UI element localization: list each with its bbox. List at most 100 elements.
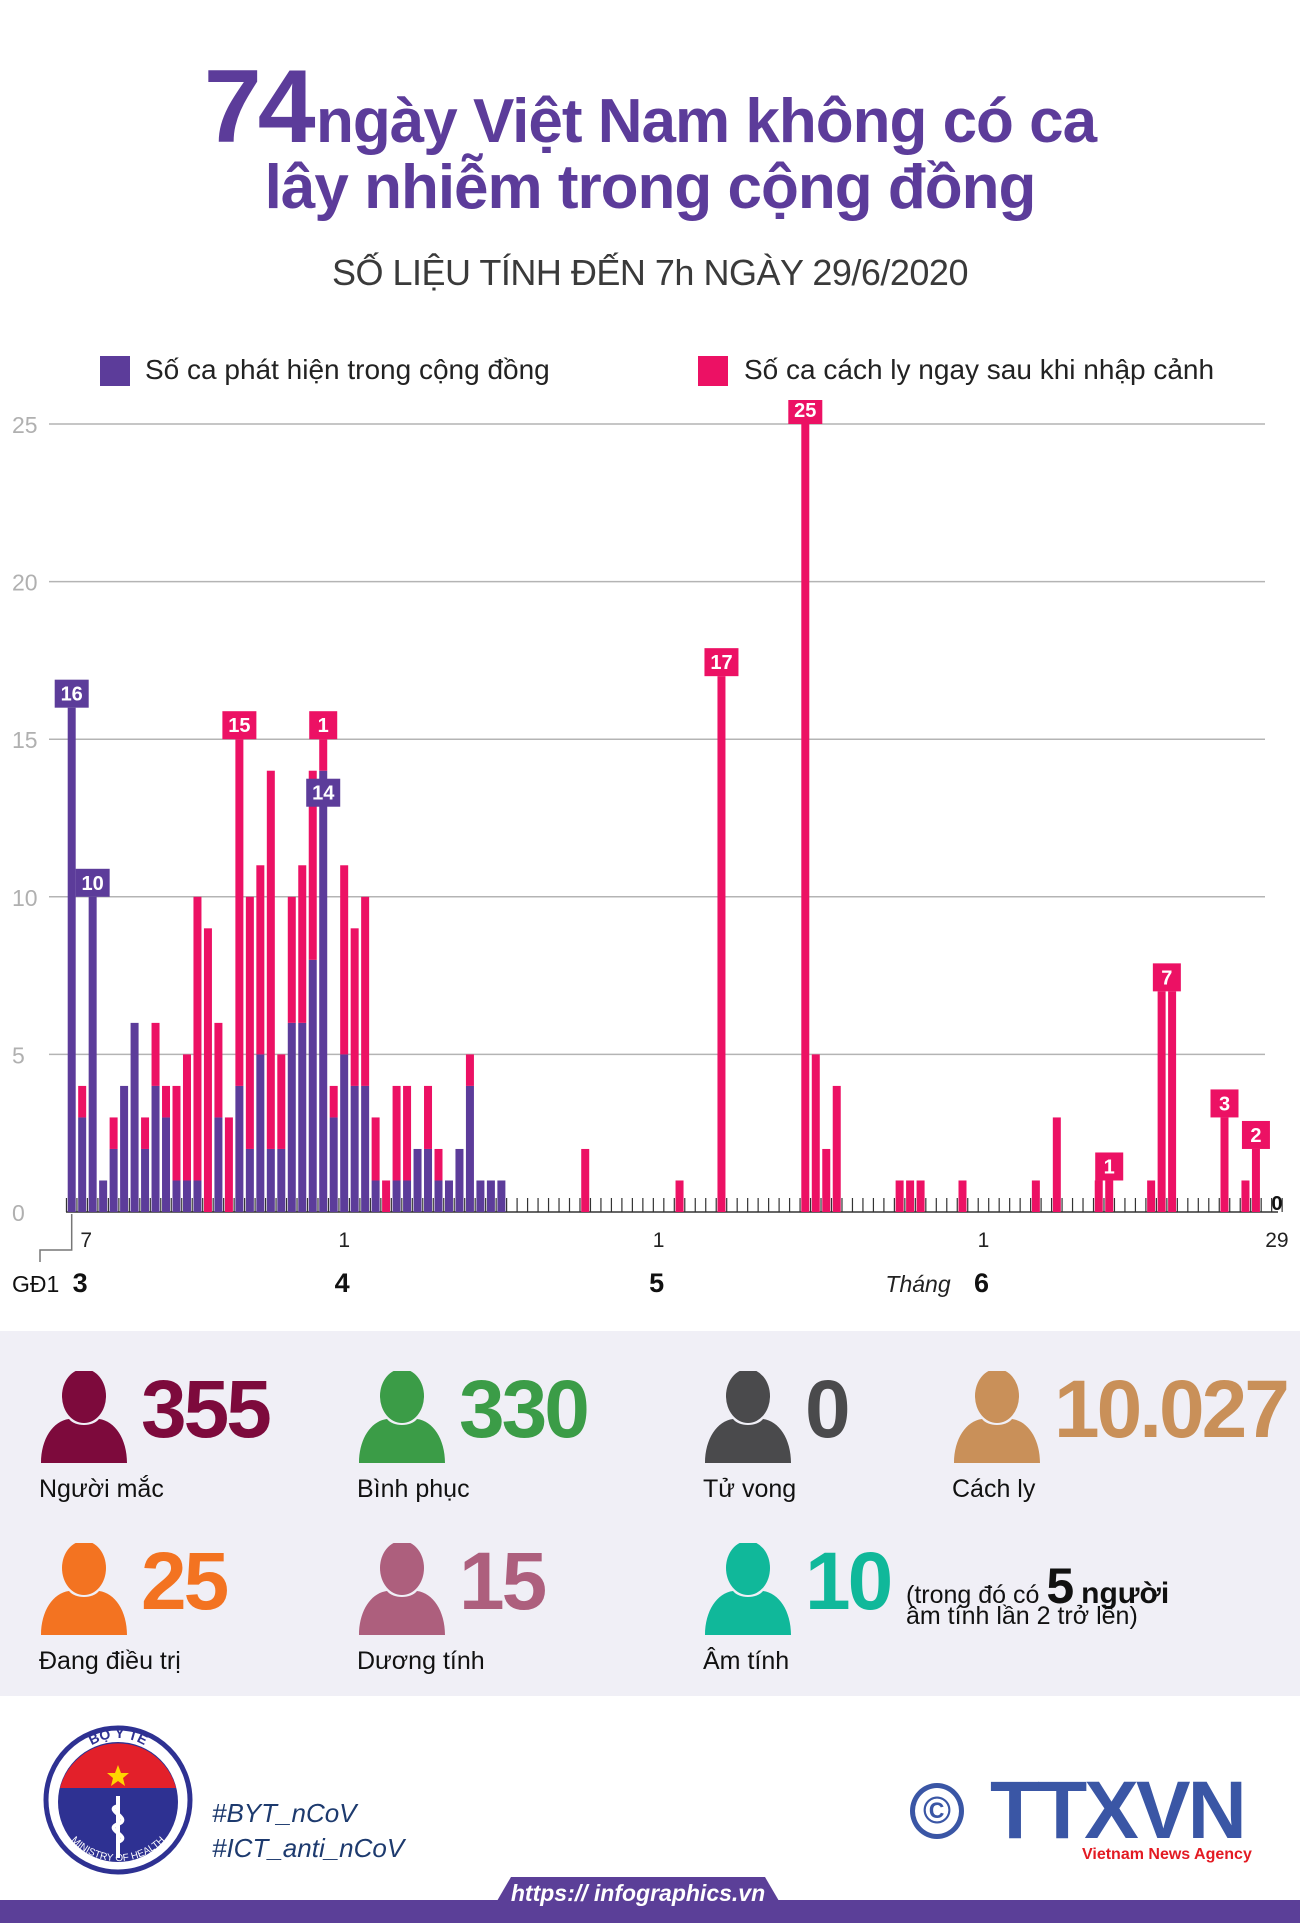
bar-quarantine (1105, 1180, 1114, 1212)
bar-quarantine (403, 1085, 412, 1181)
data-label: 16 (61, 684, 83, 706)
stat-value: 10 (805, 1536, 893, 1627)
x-tick-label: 1 (978, 1229, 990, 1252)
bar-quarantine (832, 1085, 841, 1212)
bar-quarantine (109, 1117, 118, 1149)
bar-community (350, 1085, 359, 1212)
data-label-box (704, 648, 739, 677)
bar-community (329, 1117, 338, 1212)
bar-community (308, 959, 317, 1212)
bar-community (361, 1085, 370, 1212)
bar-quarantine (182, 1054, 191, 1181)
bar-quarantine (193, 896, 202, 1181)
bar-community (434, 1180, 443, 1212)
bar-community (193, 1180, 202, 1212)
y-tick-label: 0 (12, 1200, 25, 1226)
x-tick-label: 7 (80, 1229, 92, 1252)
bar-community (403, 1180, 412, 1212)
bar-community (413, 1148, 422, 1212)
x-tick-label: 1 (338, 1229, 350, 1252)
data-label-box (1241, 1120, 1270, 1149)
data-label: 1 (318, 715, 329, 737)
bar-quarantine (895, 1180, 904, 1212)
bar-community (235, 1085, 244, 1212)
stat-value: 330 (459, 1364, 590, 1455)
bar-community (67, 707, 76, 1212)
bar-quarantine (1157, 991, 1166, 1212)
bottom-bar (0, 1900, 1300, 1923)
bar-community (371, 1180, 380, 1212)
note-prefix: (trong đó có (906, 1581, 1040, 1609)
hashtag-byt: #BYT_nCoV (212, 1798, 357, 1828)
bar-quarantine (1094, 1180, 1103, 1212)
bar-quarantine (1220, 1117, 1229, 1212)
data-label-box (309, 711, 338, 740)
bar-community (162, 1117, 171, 1212)
bar-quarantine (361, 896, 370, 1086)
legend-label-community: Số ca phát hiện trong cộng đồng (145, 354, 550, 385)
stat-label: Bình phục (357, 1475, 470, 1503)
bar-community (120, 1085, 129, 1212)
data-label: 1 (1104, 1156, 1115, 1178)
bar-quarantine (287, 896, 296, 1023)
stat-value: 0 (805, 1364, 851, 1455)
data-label-box (75, 868, 110, 897)
person-icon (41, 1543, 127, 1635)
bar-quarantine (224, 1117, 233, 1212)
legend-swatch-quarantine (698, 356, 728, 386)
bar-quarantine (581, 1148, 590, 1212)
bar-quarantine (235, 739, 244, 1086)
data-label: 7 (1161, 967, 1172, 989)
bar-community (298, 1022, 307, 1212)
bar-community (486, 1180, 495, 1212)
bar-community (109, 1148, 118, 1212)
bar-community (78, 1117, 87, 1212)
phase-connector (39, 1214, 73, 1262)
ttxvn-logo: TTXVN (990, 1765, 1247, 1856)
bar-quarantine (801, 424, 810, 1212)
bar-quarantine (382, 1180, 391, 1212)
caduceus-icon (111, 1796, 125, 1858)
page-title-line1: 74 ngày Việt Nam không có ca (0, 48, 1300, 167)
bar-community (256, 1054, 265, 1212)
bar-quarantine (266, 770, 275, 1149)
stat-label: Người mắc (39, 1475, 164, 1503)
data-label-box (788, 400, 823, 424)
website-link[interactable]: https:// infographics.vn (510, 1880, 766, 1906)
bar-quarantine (245, 896, 254, 1149)
y-tick-label: 25 (12, 412, 38, 438)
copyright-icon: © (910, 1783, 964, 1839)
x-tick-label: 29 (1265, 1229, 1288, 1252)
bar-quarantine (214, 1022, 223, 1118)
bar-quarantine (822, 1148, 831, 1212)
bar-quarantine (340, 865, 349, 1055)
bar-quarantine (675, 1180, 684, 1212)
bar-community (245, 1148, 254, 1212)
subtitle: SỐ LIỆU TÍNH ĐẾN 7h NGÀY 29/6/2020 (332, 252, 968, 293)
y-tick-label: 20 (12, 570, 38, 596)
title-text: ngày Việt Nam không có ca (316, 87, 1097, 156)
data-label-box (54, 679, 89, 708)
bar-quarantine (1241, 1180, 1250, 1212)
bar-quarantine (172, 1085, 181, 1181)
bar-community (476, 1180, 485, 1212)
bar-quarantine (1147, 1180, 1156, 1212)
bar-community (340, 1054, 349, 1212)
bar-quarantine (906, 1180, 915, 1212)
stat-label: Âm tính (703, 1647, 790, 1675)
star-icon (107, 1765, 129, 1786)
bar-quarantine (1052, 1117, 1061, 1212)
data-label: 25 (794, 400, 816, 422)
data-label-box (1095, 1152, 1124, 1181)
bar-community (130, 1022, 139, 1212)
person-icon (359, 1543, 445, 1635)
data-label: 0 (1271, 1193, 1282, 1215)
stat-label: Đang điều trị (39, 1647, 181, 1675)
x-axis-labels: 7 1 1 1 29 3 4 5 6 (73, 1229, 1289, 1298)
month-label: 4 (335, 1268, 350, 1298)
bar-community (319, 770, 328, 1212)
stat-value: 25 (141, 1536, 229, 1627)
person-icon (954, 1371, 1040, 1463)
legend-label-quarantine: Số ca cách ly ngay sau khi nhập cảnh (744, 354, 1215, 385)
